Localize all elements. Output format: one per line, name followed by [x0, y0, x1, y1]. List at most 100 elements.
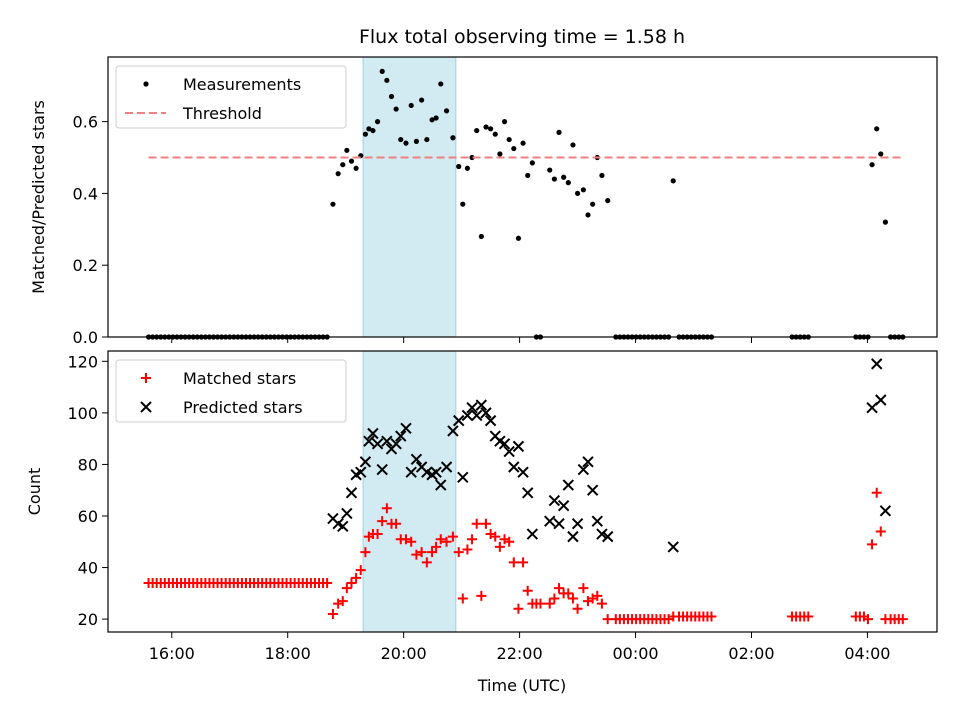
data-point — [390, 438, 402, 450]
data-point — [467, 534, 478, 545]
data-point — [353, 165, 359, 171]
data-point — [435, 534, 446, 545]
data-point — [405, 466, 417, 478]
data-point — [478, 233, 484, 240]
top-highlight-span — [362, 56, 457, 338]
data-point — [362, 131, 368, 137]
data-point — [421, 557, 432, 568]
data-point — [490, 531, 501, 542]
bottom-panel: 20 40 60 80 100 120 16:00 18:00 20:00 22:00 00:00 0… — [25, 350, 938, 663]
data-point — [513, 603, 524, 614]
data-point — [529, 160, 535, 166]
data-point — [355, 466, 367, 478]
y-tick-label: 0.0 — [73, 328, 98, 347]
data-point — [874, 126, 880, 132]
data-point — [511, 145, 517, 152]
data-point — [395, 430, 407, 442]
bottom-plot-frame — [107, 350, 938, 633]
data-point — [706, 611, 717, 622]
data-point — [450, 135, 456, 141]
data-point — [544, 515, 556, 527]
data-point — [596, 598, 607, 609]
data-point — [427, 547, 438, 558]
legend-label: Predicted stars — [183, 398, 303, 417]
data-point — [322, 578, 333, 589]
data-point — [599, 172, 605, 179]
data-point — [480, 518, 491, 529]
data-point — [803, 611, 814, 622]
x-tick-label: 00:00 — [612, 644, 658, 663]
data-point — [400, 422, 412, 435]
data-point — [398, 136, 404, 143]
top-panel: 0.0 0.2 0.4 0.6 Matched/Predicted stars Measu… — [29, 56, 938, 347]
data-point — [440, 461, 453, 473]
x-tick-label: 04:00 — [844, 644, 890, 663]
data-point — [605, 197, 611, 204]
data-point — [438, 81, 444, 87]
x-tick-label: 16:00 — [149, 644, 195, 663]
data-point — [504, 536, 515, 547]
y-tick-label: 40 — [78, 559, 98, 578]
data-point — [544, 598, 555, 609]
series-matched-stars — [143, 487, 908, 625]
legend-label: Matched stars — [183, 369, 296, 388]
data-point — [330, 201, 336, 207]
data-point — [567, 530, 579, 543]
data-point — [551, 176, 557, 182]
data-point — [460, 201, 466, 207]
data-point — [470, 409, 483, 422]
data-point — [585, 212, 591, 218]
data-point — [344, 147, 350, 153]
data-point — [363, 435, 375, 447]
data-point — [602, 530, 614, 543]
data-point — [871, 358, 883, 370]
data-point — [335, 171, 341, 177]
y-tick-label: 100 — [67, 404, 98, 423]
data-point — [580, 187, 586, 193]
data-point — [424, 136, 430, 143]
data-point — [592, 590, 603, 601]
data-point — [410, 453, 423, 465]
data-point — [406, 536, 417, 547]
data-point — [466, 402, 478, 414]
data-point — [476, 590, 487, 601]
y-tick-label: 80 — [78, 455, 98, 474]
data-point — [433, 115, 439, 121]
data-point — [341, 507, 353, 520]
data-point — [345, 487, 358, 499]
data-point — [535, 598, 546, 609]
data-point — [591, 515, 603, 527]
data-point — [518, 557, 529, 568]
data-point — [453, 414, 465, 427]
data-point — [503, 445, 515, 458]
data-point — [517, 466, 529, 478]
data-point — [869, 162, 875, 168]
y-tick-label: 0.4 — [73, 184, 98, 203]
data-point — [522, 487, 534, 499]
data-point — [512, 440, 525, 453]
data-point — [570, 142, 576, 148]
data-point — [577, 463, 590, 476]
data-point — [366, 126, 372, 132]
data-point — [341, 583, 352, 594]
data-point — [381, 435, 393, 447]
data-point — [416, 547, 427, 558]
legend-label: Measurements — [183, 75, 301, 94]
y-tick-label: 120 — [67, 352, 98, 371]
data-point — [520, 140, 526, 146]
data-point — [508, 557, 519, 568]
data-point — [501, 119, 508, 125]
data-point — [435, 479, 447, 491]
data-point — [562, 479, 575, 491]
data-point — [408, 102, 414, 109]
data-point — [340, 162, 346, 168]
data-point — [492, 131, 498, 137]
data-point — [879, 505, 892, 517]
data-point — [379, 68, 385, 74]
bottom-y-axis-title: Count — [25, 468, 44, 516]
data-point — [553, 518, 565, 530]
data-point — [571, 518, 584, 530]
data-point — [337, 596, 348, 607]
data-point — [403, 140, 409, 146]
data-point — [508, 461, 520, 473]
